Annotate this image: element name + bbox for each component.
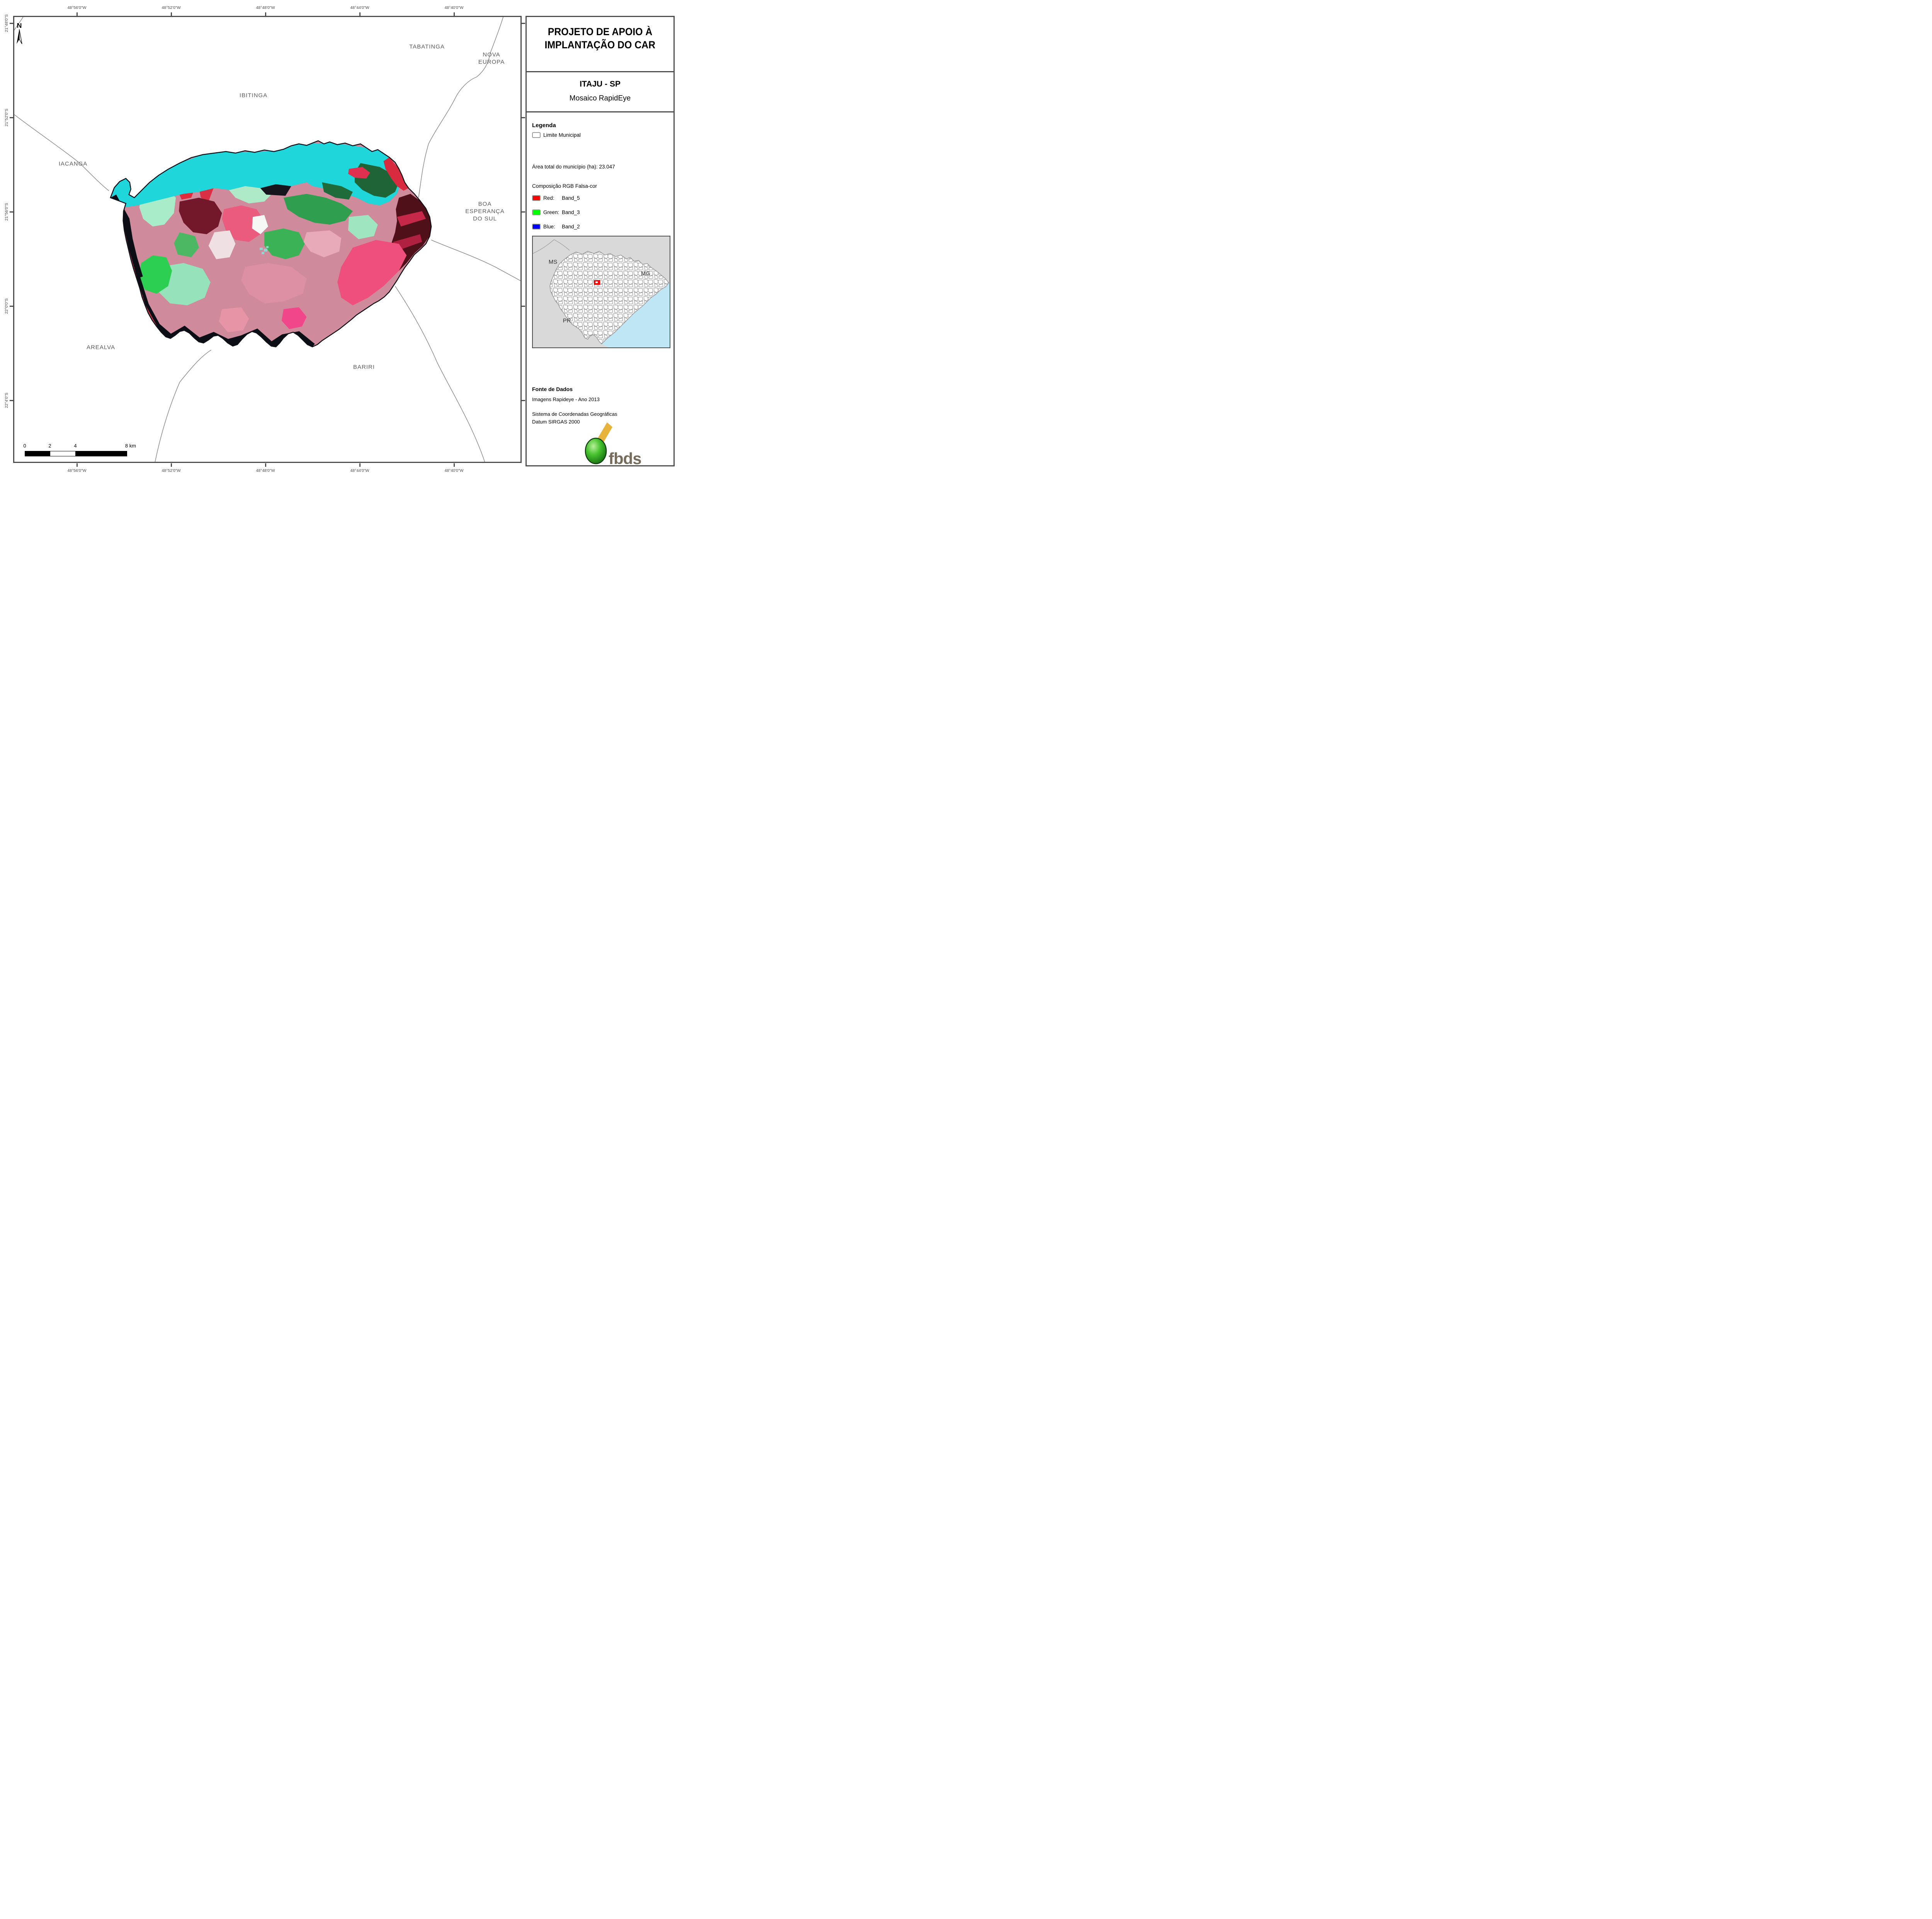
blue-band-name: Blue: (543, 224, 555, 230)
legend-red-row: Red: Band_5 (532, 195, 580, 201)
info-panel: PROJETO DE APOIO À IMPLANTAÇÃO DO CAR IT… (526, 16, 675, 466)
tick-right-3 (522, 211, 525, 213)
tick-top-2 (171, 12, 172, 16)
area-total-text: Área total do município (ha): 23.047 (532, 164, 615, 170)
fonte-line-sistema: Sistema de Coordenadas Geográficas (532, 411, 617, 417)
tick-right-4 (522, 306, 525, 307)
legend-blue-row: Blue: Band_2 (532, 224, 580, 230)
scalebar-segment-2 (50, 451, 76, 456)
scalebar-segment-1 (25, 451, 50, 456)
logo-green-sphere (585, 437, 607, 464)
lat-label-1: 21°48'0"S (4, 14, 9, 32)
itaju-location-marker (594, 280, 600, 285)
scalebar-label-8km: 8 km (125, 443, 136, 449)
tick-left-5 (10, 400, 13, 401)
blue-band-swatch (532, 224, 541, 230)
neighbor-label-arealva: AREALVA (87, 344, 115, 351)
lon-label-bottom-3: 48°48'0"W (256, 468, 275, 473)
tick-right-1 (522, 23, 525, 24)
lon-label-bottom-5: 48°40'0"W (444, 468, 464, 473)
municipality-title: ITAJU - SP (580, 80, 621, 88)
lon-label-top-1: 48°56'0"W (67, 5, 87, 10)
logo-text: fbds (609, 449, 641, 466)
red-band-name: Red: (543, 195, 554, 201)
fonte-heading: Fonte de Dados (532, 386, 573, 392)
fbds-logo: fbds (585, 422, 642, 466)
legend-green-row: Green: Band_3 (532, 209, 580, 215)
north-arrow-label: N (17, 22, 22, 29)
tick-top-1 (77, 12, 78, 16)
project-title-line1: PROJETO DE APOIO À (548, 26, 653, 37)
lon-label-bottom-4: 48°44'0"W (350, 468, 369, 473)
project-title-line2: IMPLANTAÇÃO DO CAR (544, 39, 656, 51)
tick-left-4 (10, 306, 13, 307)
limite-municipal-swatch (532, 132, 541, 138)
neighbor-label-tabatinga: TABATINGA (409, 43, 445, 50)
panel-divider-2 (527, 111, 673, 112)
tick-bottom-2 (171, 463, 172, 467)
tick-left-2 (10, 117, 13, 118)
municipal-boundary-lines (14, 17, 520, 462)
tick-right-5 (522, 400, 525, 401)
limite-municipal-label: Limite Municipal (543, 132, 581, 138)
lon-label-top-3: 48°48'0"W (256, 5, 275, 10)
state-label-ms: MS (548, 259, 558, 265)
neighbor-label-iacanga: IACANGA (58, 160, 88, 167)
tick-top-4 (359, 12, 361, 16)
neighbor-label-bariri: BARIRI (353, 364, 375, 371)
red-band-value: Band_5 (562, 195, 580, 201)
scalebar-label-2: 2 (48, 443, 51, 449)
state-label-mg: MG (641, 270, 651, 277)
legend-limite-row: Limite Municipal (532, 132, 581, 138)
fonte-line-imagens: Imagens Rapideye - Ano 2013 (532, 396, 600, 402)
tick-bottom-4 (359, 463, 361, 467)
lat-label-4: 22°0'0"S (4, 298, 9, 314)
north-arrow-icon: N (16, 22, 22, 44)
composicao-text: Composição RGB Falsa-cor (532, 183, 597, 189)
tick-left-1 (10, 23, 13, 24)
tick-top-3 (265, 12, 266, 16)
scalebar-label-0: 0 (23, 443, 26, 449)
lon-label-bottom-1: 48°56'0"W (67, 468, 87, 473)
tick-left-3 (10, 211, 13, 213)
scalebar-segment-3 (75, 451, 127, 456)
state-label-pr: PR (563, 317, 571, 324)
tick-bottom-1 (77, 463, 78, 467)
green-band-swatch (532, 209, 541, 215)
lat-label-2: 21°52'0"S (4, 108, 9, 127)
blue-band-value: Band_2 (562, 224, 580, 230)
tick-bottom-3 (265, 463, 266, 467)
neighbor-label-ibitinga: IBITINGA (239, 92, 268, 99)
sao-paulo-state-shape (549, 251, 669, 344)
tick-bottom-5 (454, 463, 455, 467)
municipality-outline (110, 140, 432, 347)
lon-label-top-2: 48°52'0"W (162, 5, 181, 10)
satellite-mosaic (110, 141, 432, 347)
lat-label-5: 22°4'0"S (4, 392, 9, 408)
lon-label-bottom-2: 48°52'0"W (162, 468, 181, 473)
product-subtitle: Mosaico RapidEye (569, 94, 631, 102)
fonte-line-datum: Datum SIRGAS 2000 (532, 419, 580, 425)
green-band-name: Green: (543, 209, 560, 215)
neighbor-label-nova-europa: NOVA EUROPA (478, 51, 505, 65)
panel-divider-1 (527, 71, 673, 72)
scalebar-label-4: 4 (74, 443, 77, 449)
tick-top-5 (454, 12, 455, 16)
map-layout-page: N TABATINGA NOVA EUROPA IBITINGA IACANGA… (0, 0, 678, 480)
location-inset-map: MS MG PR (532, 236, 670, 348)
tick-right-2 (522, 117, 525, 118)
main-map-graphics: N (14, 17, 520, 462)
lon-label-top-4: 48°44'0"W (350, 5, 369, 10)
green-band-value: Band_3 (562, 209, 580, 215)
legend-heading: Legenda (532, 122, 556, 129)
lon-label-top-5: 48°40'0"W (444, 5, 464, 10)
main-map-canvas: N TABATINGA NOVA EUROPA IBITINGA IACANGA… (13, 16, 522, 463)
inset-map-graphics (532, 236, 670, 347)
lat-label-3: 21°56'0"S (4, 202, 9, 221)
neighbor-label-boa-esperanca: BOA ESPERANÇA DO SUL (465, 201, 505, 222)
red-band-swatch (532, 195, 541, 201)
project-title: PROJETO DE APOIO À IMPLANTAÇÃO DO CAR (527, 25, 673, 51)
